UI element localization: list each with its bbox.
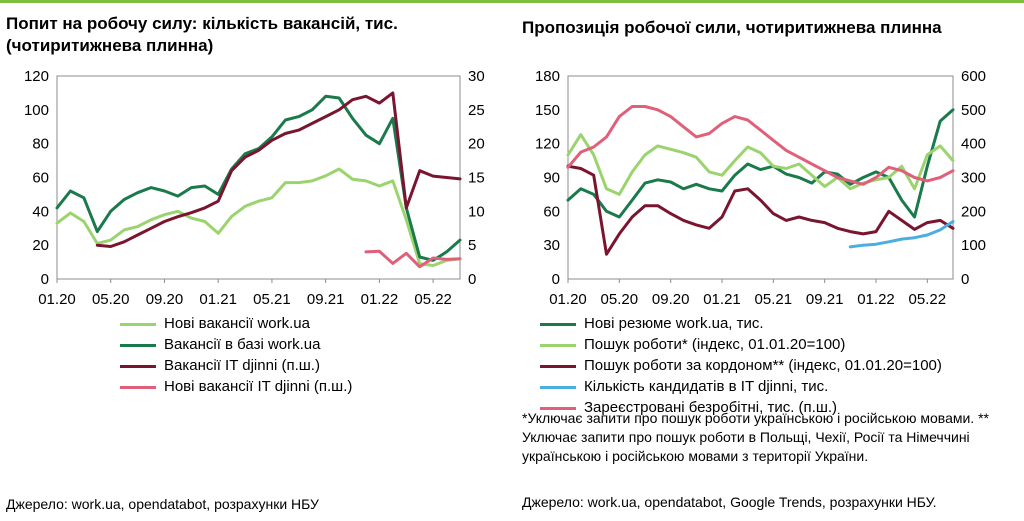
y-left-tick-label: 120: [535, 136, 560, 153]
legend-swatch: [120, 323, 156, 326]
left-chart-source: Джерело: work.ua, opendatabot, розрахунк…: [6, 496, 319, 512]
series-line: [364, 249, 462, 269]
legend-swatch: [540, 365, 576, 368]
series-line: [566, 105, 955, 186]
legend-swatch: [540, 344, 576, 347]
right-chart-title: Пропозиція робочої сили, чотиритижнева п…: [522, 18, 942, 37]
left-chart-svg: 0 20 40 60 80 100 120 0 5 10 15 20 25 30 01.20 05.20 09.…: [24, 68, 485, 308]
y-left-tick-label: 180: [535, 68, 560, 85]
right-chart-source: Джерело: work.ua, opendatabot, Google Tr…: [522, 494, 937, 510]
y-left-tick-label: 80: [32, 136, 49, 153]
x-tick-label: 09.20: [146, 291, 184, 308]
y-right-tick-label: 0: [468, 271, 476, 288]
y-left-tick-label: 40: [32, 203, 49, 220]
x-tick-label: 05.21: [253, 291, 291, 308]
legend-swatch: [540, 386, 576, 389]
legend-label: Вакансії в базі work.ua: [164, 336, 321, 353]
y-left-tick-label: 150: [535, 102, 560, 119]
right-chart-footnote: *Уключає запити про пошук роботи українс…: [522, 410, 989, 464]
left-chart-panel: Попит на робочу силу: кількість вакансій…: [6, 14, 485, 512]
y-left-tick-label: 0: [552, 271, 560, 288]
y-right-tick-label: 10: [468, 203, 485, 220]
y-right-tick-label: 200: [961, 203, 986, 220]
y-left-tick-label: 60: [543, 203, 560, 220]
y-right-tick-label: 20: [468, 136, 485, 153]
y-right-tick-label: 30: [468, 68, 485, 85]
y-right-tick-label: 5: [468, 237, 476, 254]
legend-label: Пошук роботи* (індекс, 01.01.20=100): [584, 336, 846, 353]
right-chart-panel: Пропозиція робочої сили, чотиритижнева п…: [512, 0, 1024, 521]
y-left-tick-label: 90: [543, 170, 560, 187]
y-right-tick-label: 500: [961, 102, 986, 119]
legend-swatch: [540, 323, 576, 326]
x-tick-label: 09.20: [652, 291, 690, 308]
x-tick-label: 05.22: [414, 291, 452, 308]
series-line: [95, 91, 462, 248]
y-right-tick-label: 300: [961, 170, 986, 187]
x-tick-label: 05.21: [755, 291, 793, 308]
legend-label: Нові резюме work.ua, тис.: [584, 315, 764, 332]
right-chart-svg: 0 30 60 90 120 150 180 0 100 200 300 400 500 600 01.20…: [535, 68, 986, 308]
x-tick-label: 05.20: [92, 291, 130, 308]
series-line: [55, 167, 462, 267]
x-tick-label: 05.20: [601, 291, 639, 308]
legend-swatch: [120, 365, 156, 368]
y-right-tick-label: 400: [961, 136, 986, 153]
legend-swatch: [120, 386, 156, 389]
x-tick-label: 01.20: [549, 291, 587, 308]
series-line: [848, 220, 955, 249]
series-line: [566, 133, 955, 196]
x-tick-label: 09.21: [806, 291, 844, 308]
y-right-tick-label: 25: [468, 102, 485, 119]
x-tick-label: 01.21: [199, 291, 237, 308]
y-left-tick-label: 20: [32, 237, 49, 254]
legend-label: Пошук роботи за кордоном** (індекс, 01.0…: [584, 357, 942, 374]
y-left-tick-label: 30: [543, 237, 560, 254]
y-left-tick-label: 0: [41, 271, 49, 288]
y-left-tick-label: 60: [32, 170, 49, 187]
top-accent-line: [0, 0, 1024, 3]
x-tick-label: 09.21: [307, 291, 345, 308]
series-line: [566, 164, 955, 256]
legend-label: Зареєстровані безробітні, тис. (п.ш.): [584, 399, 838, 416]
legend-label: Нові вакансії IT djinni (п.ш.): [164, 378, 353, 395]
legend-label: Вакансії IT djinni (п.ш.): [164, 357, 320, 374]
x-tick-label: 01.20: [38, 291, 76, 308]
x-tick-label: 05.22: [909, 291, 947, 308]
plot-frame: [56, 75, 461, 280]
y-right-tick-label: 600: [961, 68, 986, 85]
legend-swatch: [540, 407, 576, 410]
x-tick-label: 01.21: [703, 291, 741, 308]
y-left-tick-label: 100: [24, 102, 49, 119]
legend-label: Нові вакансії work.ua: [164, 315, 310, 332]
left-chart-title: Попит на робочу силу: кількість вакансій…: [6, 14, 398, 55]
y-right-tick-label: 0: [961, 271, 969, 288]
plot-frame: [567, 75, 954, 280]
legend-swatch: [120, 344, 156, 347]
y-right-tick-label: 15: [468, 170, 485, 187]
x-tick-label: 01.22: [857, 291, 895, 308]
y-left-tick-label: 120: [24, 68, 49, 85]
legend-label: Кількість кандидатів в IT djinni, тис.: [584, 378, 829, 395]
y-right-tick-label: 100: [961, 237, 986, 254]
x-tick-label: 01.22: [361, 291, 399, 308]
